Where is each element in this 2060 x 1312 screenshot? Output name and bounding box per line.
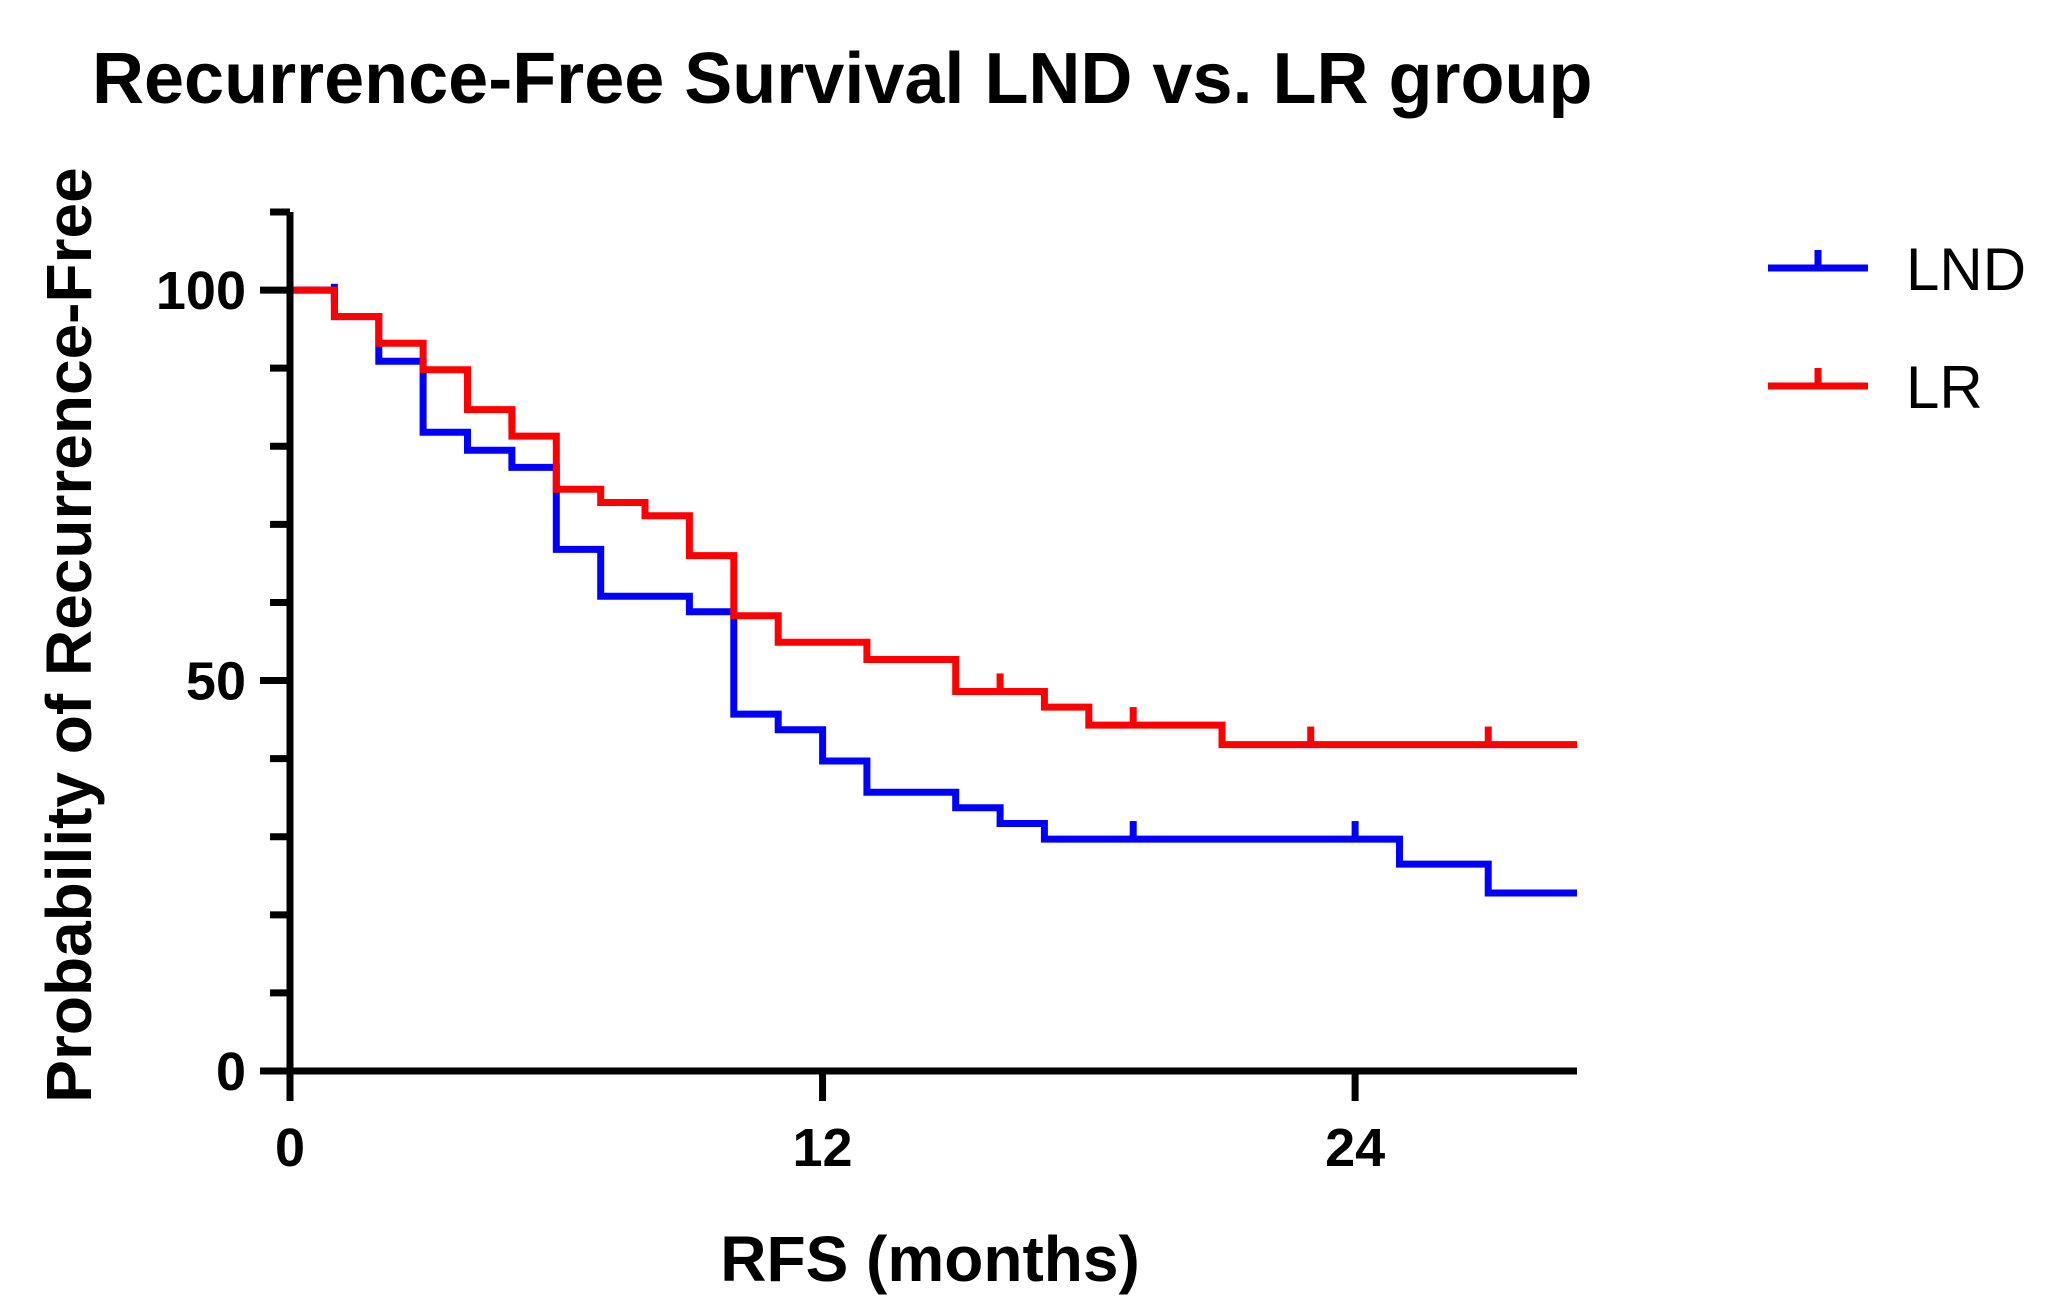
x-tick-label: 0 <box>275 1118 305 1178</box>
legend: LND LR <box>1768 236 2026 421</box>
x-axis-label: RFS (months) <box>720 1223 1140 1295</box>
y-tick-label: 50 <box>186 652 246 712</box>
legend-label-lnd: LND <box>1906 236 2026 303</box>
series-line-lnd <box>290 286 1577 897</box>
x-tick-label: 12 <box>793 1118 853 1178</box>
y-axis-label: Probability of Recurrence-Free <box>33 167 105 1102</box>
chart-title: Recurrence-Free Survival LND vs. LR grou… <box>92 39 1592 119</box>
plot-area <box>290 283 1577 897</box>
y-tick-label: 0 <box>216 1042 246 1102</box>
x-tick-label: 24 <box>1325 1118 1385 1178</box>
series-line-lr <box>290 286 1577 749</box>
y-tick-label: 100 <box>156 261 246 321</box>
axes: 0 50 100 0 12 24 <box>156 208 1577 1178</box>
legend-label-lr: LR <box>1906 354 1983 421</box>
